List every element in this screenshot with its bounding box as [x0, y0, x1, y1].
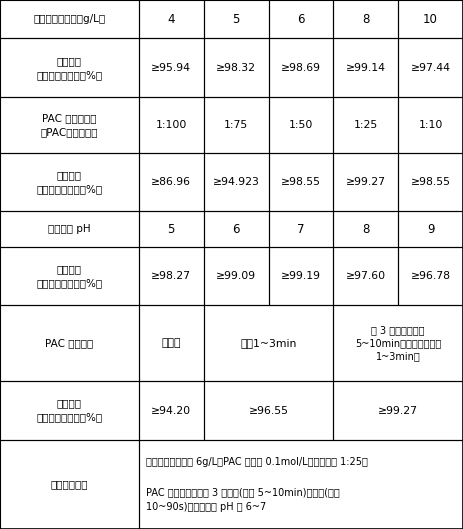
Text: 10: 10: [423, 13, 438, 26]
Text: ≥97.60: ≥97.60: [346, 271, 386, 281]
Text: 液相起始 pH: 液相起始 pH: [48, 224, 91, 234]
Text: 5: 5: [232, 13, 240, 26]
Text: ≥86.96: ≥86.96: [151, 177, 191, 187]
Text: ≥96.78: ≥96.78: [411, 271, 450, 281]
Text: 1:50: 1:50: [289, 120, 313, 130]
Text: PAC 添加体积比
（PAC：酵母菌）: PAC 添加体积比 （PAC：酵母菌）: [41, 113, 98, 137]
Text: 搅拌1~3min: 搅拌1~3min: [240, 339, 297, 349]
Text: ≥98.32: ≥98.32: [216, 63, 256, 73]
Text: 8: 8: [362, 13, 369, 26]
Text: 絮凝效果
（絮凝前后浊度比%）: 絮凝效果 （絮凝前后浊度比%）: [37, 399, 102, 423]
Text: 啤酒酵母菌浓度为 6g/L；PAC 浓度为 0.1mol/L；添加比为 1:25；

PAC 投加方式为：分 3 次加入(间隔 5~10min)并搅拌(每次
1: 啤酒酵母菌浓度为 6g/L；PAC 浓度为 0.1mol/L；添加比为 1:25…: [146, 457, 368, 512]
Text: 5: 5: [168, 223, 175, 235]
Text: ≥99.27: ≥99.27: [378, 406, 418, 416]
Text: ≥99.14: ≥99.14: [346, 63, 386, 73]
Text: ≥98.27: ≥98.27: [151, 271, 191, 281]
Text: 8: 8: [362, 223, 369, 235]
Text: ≥99.09: ≥99.09: [216, 271, 256, 281]
Text: ≥94.20: ≥94.20: [151, 406, 191, 416]
Text: ≥97.44: ≥97.44: [411, 63, 450, 73]
Text: 絮凝效果
（絮凝前后浊度比%）: 絮凝效果 （絮凝前后浊度比%）: [37, 264, 102, 288]
Text: PAC 投加方式: PAC 投加方式: [45, 339, 94, 349]
Text: 啤酒酵母菌浓度（g/L）: 啤酒酵母菌浓度（g/L）: [33, 14, 106, 24]
Text: 6: 6: [297, 13, 305, 26]
Text: 分 3 次加入（间隔
5~10min）并搅拌（每次
1~3min）: 分 3 次加入（间隔 5~10min）并搅拌（每次 1~3min）: [355, 325, 441, 362]
Text: 6: 6: [232, 223, 240, 235]
Text: 不搅拌: 不搅拌: [162, 339, 181, 349]
Text: 1:10: 1:10: [419, 120, 443, 130]
Text: 絮凝效果
（絮凝前后浊度比%）: 絮凝效果 （絮凝前后浊度比%）: [37, 170, 102, 194]
Text: 最佳絮凝条件: 最佳絮凝条件: [51, 479, 88, 489]
Text: ≥98.55: ≥98.55: [411, 177, 450, 187]
Text: 1:100: 1:100: [156, 120, 187, 130]
Text: 4: 4: [168, 13, 175, 26]
Text: 1:25: 1:25: [354, 120, 378, 130]
Text: 絮凝效果
（絮凝前后浊度比%）: 絮凝效果 （絮凝前后浊度比%）: [37, 56, 102, 80]
Text: ≥94.923: ≥94.923: [213, 177, 260, 187]
Text: 9: 9: [427, 223, 434, 235]
Text: ≥99.27: ≥99.27: [346, 177, 386, 187]
Text: 1:75: 1:75: [224, 120, 248, 130]
Text: 7: 7: [297, 223, 305, 235]
Text: ≥98.69: ≥98.69: [281, 63, 321, 73]
Text: ≥99.19: ≥99.19: [281, 271, 321, 281]
Text: ≥96.55: ≥96.55: [249, 406, 288, 416]
Text: ≥98.55: ≥98.55: [281, 177, 321, 187]
Text: ≥95.94: ≥95.94: [151, 63, 191, 73]
